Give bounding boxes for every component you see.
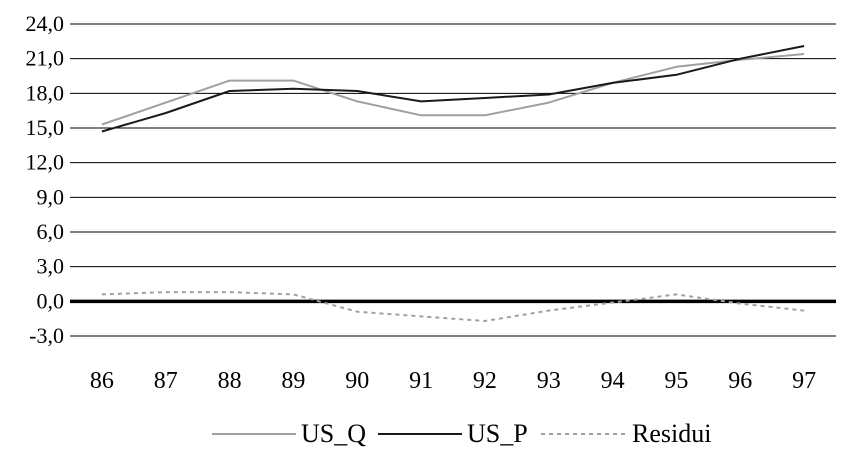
- y-tick-label: 3,0: [37, 254, 65, 279]
- y-tick-label: 24,0: [26, 11, 65, 36]
- y-tick-label: 18,0: [26, 80, 65, 105]
- x-tick-label: 94: [601, 368, 625, 394]
- gridlines: [70, 23, 836, 337]
- y-tick-label: 15,0: [26, 115, 65, 140]
- y-tick-label: 0,0: [37, 288, 65, 313]
- x-tick-label: 90: [345, 368, 369, 394]
- legend: US_Q US_P Residui: [212, 419, 711, 448]
- legend-label: US_Q: [301, 419, 366, 448]
- x-tick-label: 93: [537, 368, 561, 394]
- x-tick-label: 88: [218, 368, 242, 394]
- legend-label: US_P: [467, 419, 528, 448]
- y-tick-label: 21,0: [26, 46, 65, 71]
- y-tick-label: 6,0: [37, 219, 65, 244]
- x-tick-label: 87: [154, 368, 178, 394]
- x-tick-label: 91: [409, 368, 433, 394]
- x-axis-tick-labels: 86 87 88 89 90 91 92 93 94 95 96 97: [90, 368, 816, 394]
- legend-label: Residui: [632, 419, 711, 448]
- y-axis-tick-labels: -3,0 0,0 3,0 6,0 9,0 12,0 15,0 18,0 21,0 24,0: [26, 11, 65, 348]
- x-tick-label: 92: [473, 368, 497, 394]
- series-line-us-p: [101, 45, 805, 133]
- x-tick-label: 96: [728, 368, 752, 394]
- series-line-us-q: [101, 53, 805, 126]
- y-tick-label: 12,0: [26, 150, 65, 175]
- series-line-residui: [101, 291, 805, 322]
- x-tick-label: 95: [664, 368, 688, 394]
- y-tick-label: -3,0: [29, 323, 64, 348]
- x-tick-label: 86: [90, 368, 114, 394]
- y-tick-label: 9,0: [37, 184, 65, 209]
- x-tick-label: 89: [281, 368, 305, 394]
- x-tick-label: 97: [792, 368, 816, 394]
- series-lines: [101, 45, 805, 322]
